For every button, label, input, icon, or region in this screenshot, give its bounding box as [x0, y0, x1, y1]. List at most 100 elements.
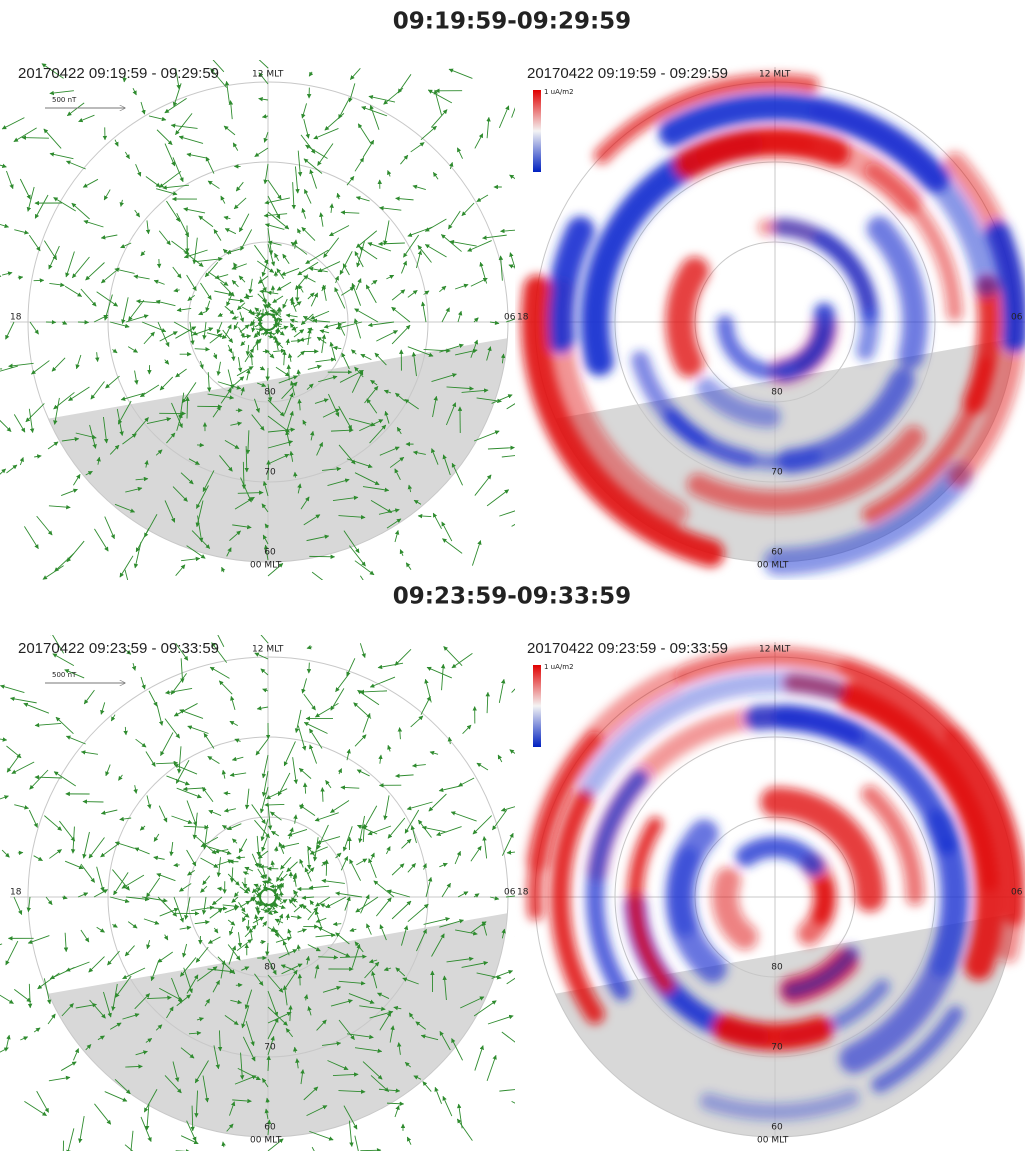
latitude-label: 70 [264, 468, 276, 478]
field-vector [199, 311, 207, 314]
field-vector [252, 854, 258, 867]
field-vector [135, 542, 141, 568]
field-vector [73, 1049, 78, 1061]
field-vector [14, 989, 31, 1002]
field-vector [165, 719, 180, 739]
field-vector [294, 301, 301, 307]
field-vector [135, 785, 137, 793]
field-vector [2, 850, 9, 857]
field-vector [276, 339, 279, 351]
field-vector [474, 894, 479, 897]
field-vector [133, 88, 136, 95]
field-vector [358, 690, 379, 704]
field-vector [94, 890, 108, 897]
field-vector [463, 725, 471, 734]
field-vector [499, 508, 524, 516]
field-vector [34, 1028, 40, 1032]
field-vector [179, 137, 203, 144]
field-vector [570, 876, 586, 897]
field-vector [268, 302, 270, 308]
field-vector [306, 250, 329, 264]
field-vector [20, 1037, 27, 1040]
field-vector [324, 238, 339, 258]
field-vector [91, 382, 105, 400]
field-vector [239, 276, 245, 282]
field-vector [210, 667, 229, 678]
field-vector [97, 292, 118, 306]
field-vector [273, 296, 283, 303]
field-vector [401, 261, 406, 273]
field-vector [280, 874, 287, 881]
field-vector [251, 353, 252, 365]
field-vector [44, 129, 61, 149]
field-vector [31, 361, 49, 375]
field-vector [29, 409, 32, 433]
field-vector [300, 805, 315, 816]
field-vector [301, 135, 315, 154]
field-vector [522, 982, 534, 989]
field-vector [468, 241, 492, 252]
field-vector [281, 268, 299, 275]
field-vector [287, 862, 298, 872]
field-vector [49, 1077, 70, 1081]
field-vector [26, 403, 44, 421]
field-vector [34, 856, 43, 861]
field-vector [67, 1128, 73, 1151]
field-vector [462, 203, 474, 216]
field-vector [260, 367, 265, 370]
field-vector [378, 663, 403, 667]
field-vector [257, 836, 259, 856]
field-vector [73, 474, 80, 485]
field-vector [243, 872, 249, 874]
field-vector [214, 928, 218, 933]
field-vector [59, 821, 74, 841]
field-vector [278, 914, 282, 925]
field-vector [49, 849, 61, 858]
field-vector [231, 101, 233, 120]
field-vector [176, 565, 185, 576]
field-vector [14, 128, 37, 142]
field-vector [398, 74, 411, 93]
field-vector [158, 952, 173, 962]
field-vector [368, 826, 391, 835]
field-vector [392, 864, 404, 875]
field-vector [141, 1117, 151, 1142]
dusk-label: 18 [517, 888, 529, 898]
noon-label: 12 MLT [252, 70, 284, 80]
field-vector [135, 848, 150, 854]
field-vector [187, 850, 196, 866]
field-vector [240, 901, 250, 907]
field-vector [288, 929, 291, 937]
field-vector [247, 345, 248, 355]
field-vector [105, 376, 119, 388]
field-vector [105, 517, 115, 539]
field-vector [232, 280, 238, 286]
field-vector [308, 868, 314, 874]
field-vector [81, 752, 98, 754]
field-vector [300, 804, 303, 809]
field-vector [339, 769, 342, 774]
field-vector [364, 806, 377, 829]
field-vector [224, 809, 236, 812]
latitude-label: 80 [264, 963, 276, 973]
field-vector [442, 664, 444, 690]
dusk-label: 18 [10, 313, 22, 323]
field-vector [517, 360, 518, 366]
field-vector [6, 465, 16, 473]
field-vector [181, 558, 200, 560]
latitude-label: 60 [264, 1123, 276, 1133]
field-vector [352, 283, 360, 305]
field-vector [442, 539, 462, 554]
field-vector [174, 290, 180, 291]
field-vector [457, 148, 462, 159]
field-vector [240, 312, 243, 322]
field-vector [294, 904, 303, 912]
field-vector [530, 473, 546, 482]
field-vector [180, 927, 191, 929]
field-vector [0, 224, 9, 227]
field-vector [543, 481, 556, 486]
field-vector [0, 686, 24, 693]
field-vector [254, 884, 259, 886]
field-vector [316, 918, 326, 922]
field-vector [395, 1106, 399, 1117]
